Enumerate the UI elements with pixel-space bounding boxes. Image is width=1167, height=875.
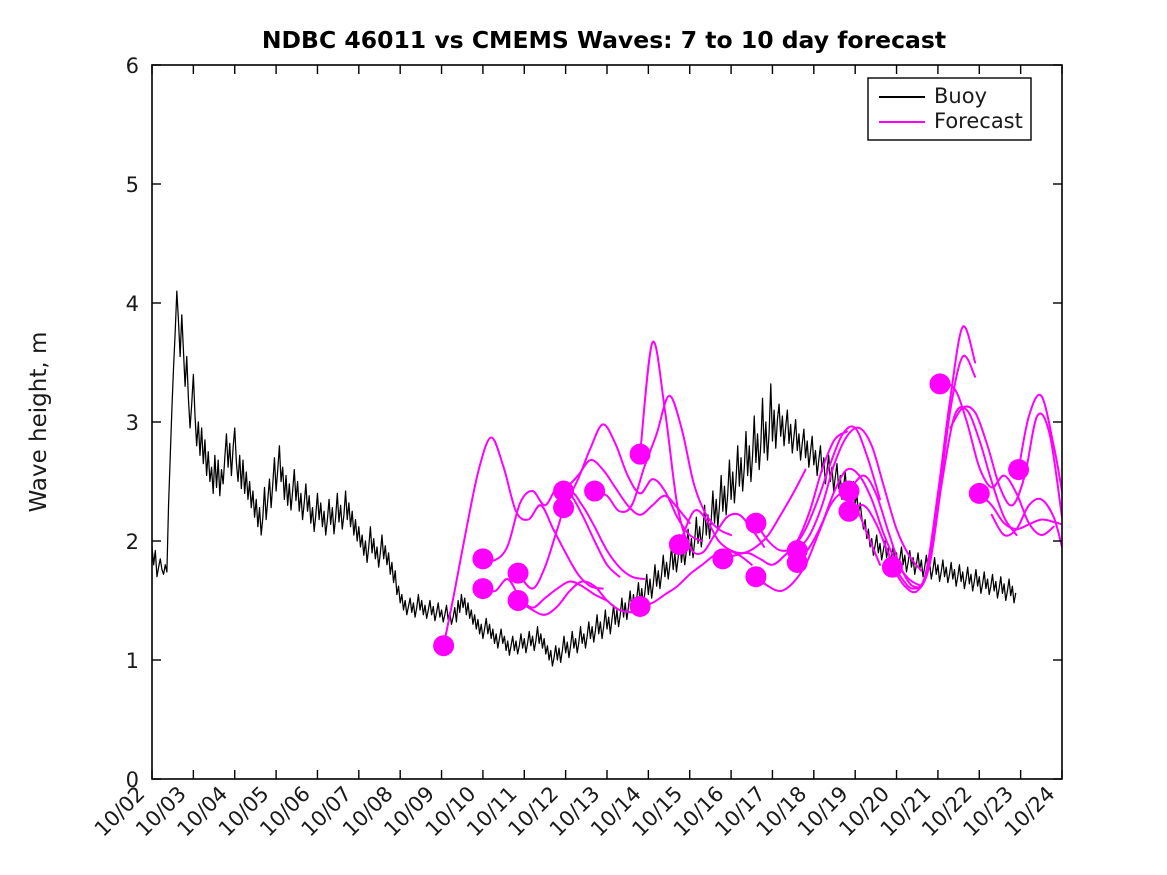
y-tick-label: 1 xyxy=(126,649,139,673)
y-tick-label: 4 xyxy=(126,292,139,316)
forecast-series-line xyxy=(517,491,646,590)
y-tick-label: 5 xyxy=(126,173,139,197)
page-title: NDBC 46011 vs CMEMS Waves: 7 to 10 day f… xyxy=(262,26,946,54)
forecast-start-marker xyxy=(881,556,903,578)
axis-labels-layer: 012345610/0210/0310/0410/0510/0610/0710/… xyxy=(26,54,1060,841)
forecast-series-line xyxy=(990,497,1062,548)
forecast-series-line xyxy=(517,580,633,616)
forecast-start-marker xyxy=(472,578,494,600)
axes-layer xyxy=(151,64,1063,780)
forecast-start-marker xyxy=(584,480,606,502)
forecast-series-line xyxy=(891,406,1018,594)
y-tick-label: 6 xyxy=(126,54,139,78)
forecast-start-marker xyxy=(433,635,455,657)
forecast-series-line xyxy=(847,354,977,589)
forecast-start-marker xyxy=(745,512,767,534)
forecast-series-line xyxy=(949,405,1062,519)
y-tick-label: 0 xyxy=(126,768,139,792)
forecast-series-line xyxy=(1017,393,1062,493)
forecast-start-marker xyxy=(507,562,529,584)
forecast-start-markers xyxy=(433,373,1030,657)
legend-label-forecast[interactable]: Forecast xyxy=(934,109,1023,133)
forecast-series-line xyxy=(481,485,621,578)
legend-box xyxy=(867,77,1032,141)
buoy-series-line xyxy=(152,290,1017,667)
forecast-series-line xyxy=(481,578,608,609)
clipped-series-group xyxy=(152,290,1062,667)
forecast-series-line xyxy=(593,394,733,537)
forecast-series-line xyxy=(562,459,691,525)
forecast-start-marker xyxy=(553,497,575,519)
forecast-start-marker xyxy=(838,500,860,522)
forecast-series-line xyxy=(978,492,1062,531)
y-tick-label: 2 xyxy=(126,530,139,554)
y-axis-title: Wave height, m xyxy=(26,332,52,513)
forecast-start-marker xyxy=(929,373,951,395)
y-tick-label: 3 xyxy=(126,411,139,435)
forecast-series-line xyxy=(562,423,704,542)
marker-group xyxy=(433,373,1030,657)
forecast-series-line xyxy=(721,430,848,566)
data-series-layer xyxy=(152,290,1062,667)
forecast-start-marker xyxy=(1008,459,1030,481)
forecast-series-line xyxy=(754,492,881,593)
legend-label-buoy[interactable]: Buoy xyxy=(934,84,987,108)
forecast-start-marker xyxy=(553,480,575,502)
forecast-start-marker xyxy=(838,480,860,502)
forecast-start-marker xyxy=(968,482,990,504)
forecast-series-line xyxy=(754,425,881,552)
forecast-start-marker xyxy=(629,443,651,465)
forecast-series-line xyxy=(639,340,766,555)
forecast-start-marker xyxy=(786,551,808,573)
forecast-series-line xyxy=(847,325,977,590)
plot-frame xyxy=(151,64,1063,780)
forecast-series-line xyxy=(442,436,604,647)
forecast-start-marker xyxy=(507,590,529,611)
forecast-series-line xyxy=(796,426,923,572)
forecast-start-marker xyxy=(668,534,690,556)
forecast-start-marker xyxy=(629,595,651,617)
forecast-start-marker xyxy=(472,548,494,570)
forecast-start-marker xyxy=(745,566,767,588)
forecast-start-marker xyxy=(712,548,734,570)
